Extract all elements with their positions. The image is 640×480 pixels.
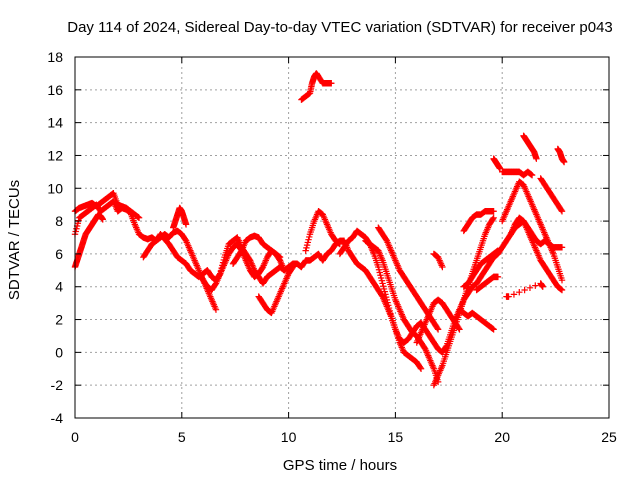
data-point bbox=[494, 273, 502, 281]
data-point bbox=[212, 306, 220, 313]
x-tick-label: 25 bbox=[601, 429, 617, 445]
x-tick-label: 10 bbox=[281, 429, 297, 445]
y-tick-label: 16 bbox=[47, 82, 63, 98]
data-point bbox=[375, 263, 382, 271]
data-point bbox=[528, 171, 536, 179]
data-point bbox=[385, 304, 393, 312]
data-point bbox=[305, 236, 312, 243]
data-point bbox=[532, 282, 539, 289]
data-point bbox=[182, 236, 189, 243]
data-point bbox=[385, 302, 392, 309]
data-point bbox=[382, 293, 390, 301]
data-point bbox=[302, 247, 309, 254]
data-point bbox=[328, 80, 335, 87]
y-tick-label: 0 bbox=[55, 344, 63, 360]
data-point bbox=[490, 326, 497, 333]
chart-title: Day 114 of 2024, Sidereal Day-to-day VTE… bbox=[67, 19, 613, 36]
data-point bbox=[381, 288, 388, 295]
data-point bbox=[288, 264, 296, 272]
y-tick-label: -4 bbox=[51, 410, 64, 426]
y-tick-label: 2 bbox=[55, 312, 63, 328]
data-point bbox=[182, 221, 190, 228]
data-point bbox=[336, 240, 344, 248]
data-point bbox=[560, 158, 568, 166]
y-tick-labels: -4 -2 0 2 4 6 8 10 12 14 16 18 bbox=[47, 49, 63, 426]
data-point bbox=[75, 217, 82, 224]
data-point bbox=[558, 244, 566, 251]
x-tick-label: 0 bbox=[71, 429, 79, 445]
data-point bbox=[417, 364, 424, 371]
y-tick-label: 4 bbox=[55, 279, 63, 295]
y-tick-label: -2 bbox=[51, 377, 64, 393]
data-point bbox=[382, 291, 389, 298]
data-point bbox=[382, 236, 390, 243]
plot-border bbox=[74, 56, 610, 419]
y-tick-label: 6 bbox=[55, 246, 63, 262]
data-point bbox=[306, 233, 313, 241]
data-point bbox=[377, 274, 385, 282]
data-point bbox=[533, 155, 540, 162]
data-point bbox=[505, 293, 512, 300]
data-point bbox=[289, 263, 297, 271]
data-point bbox=[72, 228, 79, 235]
data-point bbox=[377, 272, 384, 279]
data-point bbox=[490, 208, 497, 215]
data-point bbox=[558, 276, 566, 284]
data-point bbox=[521, 286, 528, 294]
data-point bbox=[386, 307, 393, 314]
y-tick-label: 12 bbox=[47, 147, 63, 163]
data-point bbox=[494, 247, 502, 254]
data-point bbox=[304, 239, 312, 246]
x-tick-labels: 0 5 10 15 20 25 bbox=[71, 429, 617, 445]
y-tick-label: 14 bbox=[47, 115, 63, 131]
data-point bbox=[439, 263, 446, 271]
data-point bbox=[539, 283, 546, 290]
x-tick-label: 20 bbox=[494, 429, 510, 445]
data-point bbox=[558, 208, 566, 215]
data-point bbox=[378, 292, 386, 299]
data-point bbox=[99, 216, 106, 223]
data-point bbox=[421, 344, 428, 352]
data-point bbox=[456, 326, 463, 333]
data-point bbox=[434, 325, 441, 332]
data-point bbox=[417, 365, 425, 372]
data-point bbox=[303, 244, 310, 252]
data-point bbox=[237, 248, 245, 255]
x-tick-label: 5 bbox=[178, 429, 186, 445]
data-point bbox=[490, 214, 497, 222]
data-point bbox=[434, 326, 442, 333]
data-point bbox=[516, 288, 523, 296]
y-axis-title: SDTVAR / TECUs bbox=[6, 180, 23, 300]
axes bbox=[74, 56, 610, 419]
data-point bbox=[135, 214, 143, 222]
y-tick-label: 8 bbox=[55, 213, 63, 229]
y-tick-label: 18 bbox=[47, 49, 63, 65]
y-tick-label: 10 bbox=[47, 180, 63, 196]
data-point bbox=[379, 280, 386, 287]
data-point bbox=[375, 266, 383, 273]
data-marks bbox=[71, 70, 568, 389]
data-point bbox=[558, 206, 565, 214]
data-point bbox=[496, 165, 504, 172]
data-point bbox=[526, 284, 534, 292]
data-point bbox=[387, 310, 394, 317]
data-point bbox=[558, 286, 566, 294]
data-point bbox=[276, 253, 284, 261]
data-point bbox=[212, 281, 219, 288]
data-point bbox=[384, 299, 391, 306]
data-point bbox=[376, 269, 383, 276]
data-point bbox=[73, 225, 80, 232]
data-point bbox=[380, 285, 388, 293]
data-point bbox=[380, 282, 387, 290]
x-tick-label: 15 bbox=[388, 429, 404, 445]
data-point bbox=[281, 267, 288, 274]
data-point bbox=[510, 291, 518, 298]
data-point bbox=[383, 296, 391, 304]
data-point bbox=[489, 215, 497, 223]
x-axis-title: GPS time / hours bbox=[283, 457, 397, 474]
data-point bbox=[259, 264, 266, 272]
data-point bbox=[303, 241, 311, 249]
data-point bbox=[378, 277, 386, 284]
